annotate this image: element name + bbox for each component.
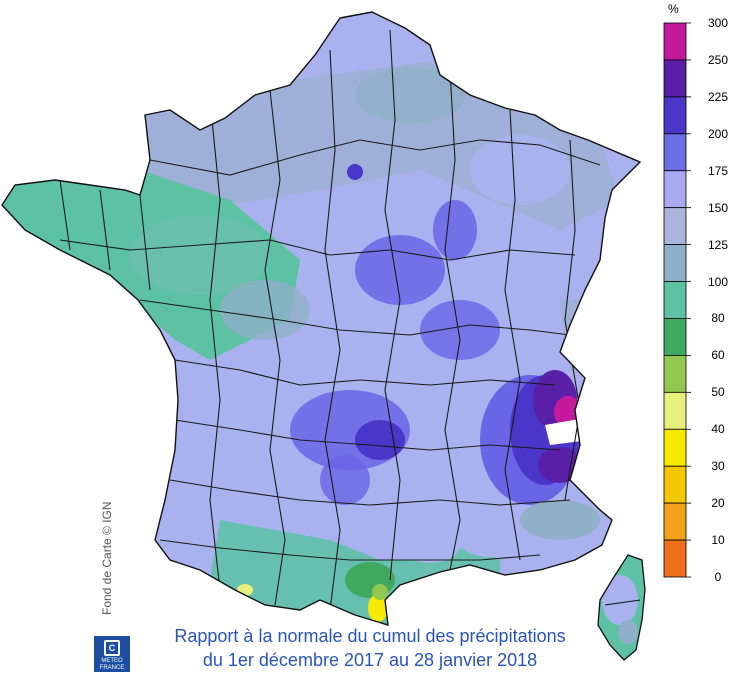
department-borders bbox=[59, 29, 601, 611]
legend-tick-label: 10 bbox=[711, 533, 725, 548]
legend-tick-label: 250 bbox=[707, 52, 729, 67]
legend-unit: % bbox=[668, 2, 679, 16]
legend-swatch bbox=[663, 207, 687, 246]
legend-tick-label: 125 bbox=[707, 237, 729, 252]
legend-swatch bbox=[663, 244, 687, 282]
legend-tick-label: 80 bbox=[711, 311, 725, 326]
legend-swatch bbox=[663, 59, 687, 98]
legend-swatch bbox=[663, 133, 687, 172]
legend-tick-label: 0 bbox=[714, 570, 722, 584]
corsica bbox=[597, 554, 646, 661]
mainland-outline bbox=[1, 11, 642, 626]
legend-tick-label: 30 bbox=[711, 459, 725, 474]
legend-swatch bbox=[663, 502, 687, 541]
legend-swatch bbox=[663, 281, 687, 319]
legend-swatch bbox=[663, 539, 687, 578]
legend-tick-label: 40 bbox=[711, 422, 725, 437]
map-credit: Fond de Carte © IGN bbox=[100, 501, 114, 615]
legend-tick-label: 225 bbox=[707, 89, 729, 104]
legend-tick-label: 300 bbox=[707, 16, 729, 30]
legend-tick-label: 60 bbox=[711, 348, 725, 363]
legend-tick-label: 175 bbox=[707, 163, 729, 178]
map-title-line1: Rapport à la normale du cumul des précip… bbox=[174, 626, 566, 646]
meteo-france-logo: C METEO FRANCE bbox=[94, 636, 130, 672]
legend-tick-label: 150 bbox=[707, 200, 729, 215]
legend-tick-label: 50 bbox=[711, 385, 725, 400]
legend-swatch bbox=[663, 96, 687, 135]
legend-tick-label: 20 bbox=[711, 496, 725, 511]
map-title-line2: du 1er décembre 2017 au 28 janvier 2018 bbox=[202, 650, 538, 670]
meteo-france-logo-icon: C bbox=[104, 640, 120, 656]
legend-swatch bbox=[663, 354, 687, 393]
legend-swatch bbox=[663, 318, 687, 356]
logo-text-line1: METEO bbox=[101, 658, 123, 664]
legend-tick-label: 200 bbox=[707, 126, 729, 141]
legend-swatch bbox=[663, 391, 687, 430]
legend-swatch bbox=[663, 428, 687, 467]
legend-swatch bbox=[663, 465, 687, 504]
legend-tick-label: 100 bbox=[707, 274, 729, 289]
legend-colorbar bbox=[663, 22, 691, 578]
legend-swatch bbox=[663, 170, 687, 209]
mainland-france bbox=[2, 12, 640, 625]
legend-swatch bbox=[663, 22, 687, 61]
logo-text-line2: FRANCE bbox=[99, 665, 125, 671]
